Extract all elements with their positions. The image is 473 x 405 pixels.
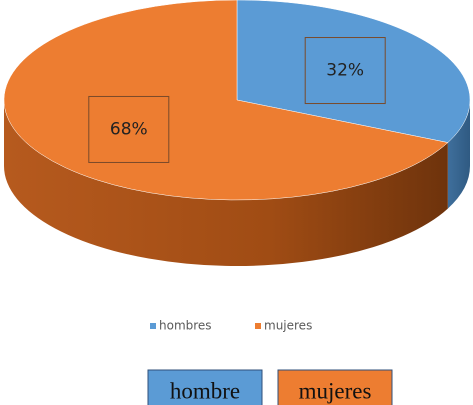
annotation-box [277, 369, 393, 405]
legend-swatch [255, 323, 261, 329]
pie-slice [3, 0, 449, 201]
legend-swatch [150, 323, 156, 329]
pie-side [447, 100, 470, 209]
label-box [88, 95, 170, 163]
label-box [304, 37, 386, 105]
pie-slice [236, 0, 471, 143]
annotation: mujeres [299, 378, 372, 403]
legend-label: hombres [159, 319, 212, 333]
annotation-box [147, 369, 263, 405]
legend-label: mujeres [264, 319, 312, 333]
data-label: 32% [326, 61, 364, 81]
annotation: hombre [170, 378, 240, 403]
data-label: 68% [110, 119, 148, 139]
pie-side [4, 100, 448, 266]
